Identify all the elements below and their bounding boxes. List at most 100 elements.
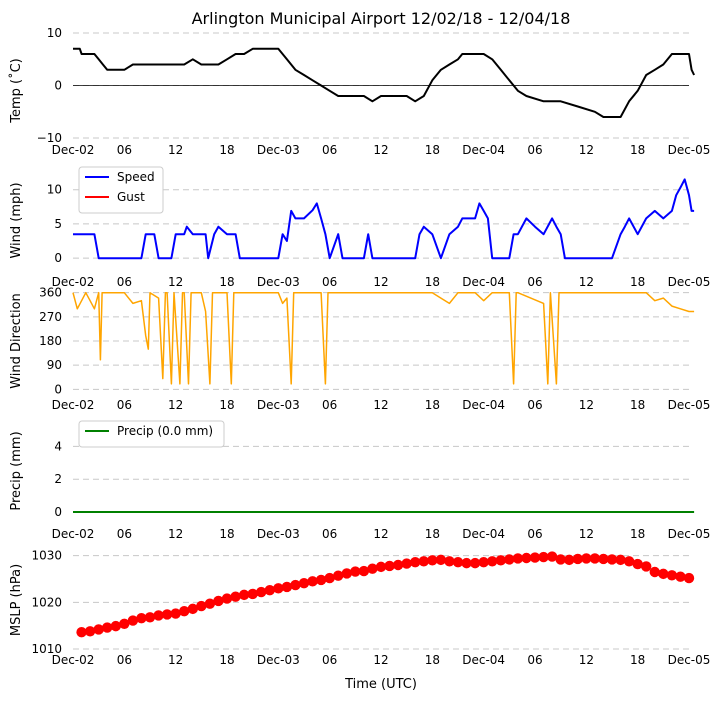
direction-ylabel: Wind Direction [9, 293, 24, 389]
direction-xtick-label: 12 [373, 398, 388, 412]
temp-xtick-label: 06 [527, 143, 542, 157]
precip-xtick-label: 06 [527, 527, 542, 541]
mslp-xtick-label: 18 [219, 653, 234, 667]
wind-xtick-label: Dec-04 [462, 275, 505, 289]
mslp-point [144, 612, 156, 623]
temp-xtick-label: Dec-03 [257, 143, 300, 157]
direction-ytick-label: 180 [39, 334, 62, 348]
mslp-point [658, 568, 669, 580]
mslp-point [264, 585, 275, 596]
mslp-point [461, 557, 472, 569]
mslp-point [153, 610, 164, 621]
mslp-xtick-label: Dec-03 [257, 653, 300, 667]
temp-xtick-label: 18 [219, 143, 234, 157]
mslp-point [589, 553, 601, 564]
mslp-point [666, 570, 678, 581]
mslp-point [675, 571, 686, 582]
direction-series-line [72, 291, 695, 385]
mslp-point [84, 626, 96, 637]
mslp-point [230, 591, 241, 602]
mslp-point [324, 572, 335, 584]
wind-series-line [73, 178, 695, 260]
precip-ytick-label: 0 [54, 505, 62, 519]
wind-ytick-label: 10 [47, 183, 62, 197]
temp-ytick-label: 0 [54, 79, 62, 93]
precip-xtick-label: Dec-03 [257, 527, 300, 541]
precip-xtick-label: Dec-04 [462, 527, 505, 541]
precip-xtick-label: Dec-02 [52, 527, 95, 541]
mslp-point [529, 552, 541, 563]
wind-xtick-label: 06 [527, 275, 542, 289]
mslp-point [161, 609, 173, 620]
precip-legend: Precip (0.0 mm) [78, 420, 225, 448]
mslp-xtick-label: 12 [579, 653, 594, 667]
panel-mslp: 1030 1020 1010 MSLP (hPa) Dec-02 06 12 18 Dec-03… [9, 549, 710, 667]
wind-xtick-label: Dec-02 [52, 275, 95, 289]
mslp-point [170, 608, 181, 619]
mslp-point [444, 556, 455, 567]
mslp-point [256, 586, 267, 598]
mslp-xtick-label: 12 [373, 653, 388, 667]
precip-ytick-label: 4 [54, 439, 62, 453]
x-axis-label: Time (UTC) [344, 677, 417, 692]
precip-xtick-label: 12 [579, 527, 594, 541]
wind-xtick-label: 12 [373, 275, 388, 289]
wind-xtick-label: 18 [219, 275, 234, 289]
temp-xtick-label: 12 [168, 143, 183, 157]
mslp-point [307, 576, 318, 587]
mslp-point [512, 553, 524, 564]
direction-ytick-label: 90 [47, 358, 62, 372]
temp-xtick-label: 06 [117, 143, 132, 157]
precip-xtick-label: 18 [425, 527, 440, 541]
temp-xtick-label: 12 [579, 143, 594, 157]
mslp-point [187, 603, 198, 615]
panel-direction: 360 270 180 90 0 Wind Direction Dec-02 06 12 18 De… [9, 286, 710, 412]
mslp-point [427, 555, 438, 566]
mslp-xtick-label: 06 [117, 653, 132, 667]
direction-xtick-label: 18 [425, 398, 440, 412]
mslp-xtick-label: Dec-05 [668, 653, 711, 667]
precip-xtick-label: 18 [219, 527, 234, 541]
mslp-point [555, 554, 566, 565]
direction-xtick-label: Dec-02 [52, 398, 95, 412]
mslp-point [478, 557, 489, 568]
mslp-point [521, 552, 532, 564]
direction-xtick-label: 12 [579, 398, 594, 412]
mslp-point [623, 556, 635, 567]
mslp-point [572, 553, 583, 565]
wind-xtick-label: 06 [117, 275, 132, 289]
direction-xtick-label: Dec-04 [462, 398, 505, 412]
direction-ytick-label: 0 [54, 382, 62, 396]
temp-ylabel: Temp (˚C) [8, 58, 24, 124]
wind-ylabel: Wind (mph) [9, 182, 24, 258]
precip-legend-frame [78, 420, 225, 448]
mslp-point [546, 551, 558, 562]
wind-xtick-label: 12 [579, 275, 594, 289]
precip-legend-entry: Precip (0.0 mm) [117, 424, 213, 438]
mslp-point [401, 558, 412, 569]
wind-ytick-label: 5 [54, 217, 62, 231]
precip-xtick-label: 18 [630, 527, 645, 541]
mslp-point [538, 551, 549, 563]
mslp-point [641, 561, 652, 572]
mslp-point [487, 556, 498, 567]
mslp-point [683, 572, 695, 584]
mslp-point [119, 618, 130, 629]
wind-legend-entry: Gust [117, 190, 145, 204]
mslp-point [102, 622, 113, 633]
mslp-xtick-label: 18 [630, 653, 645, 667]
precip-xtick-label: 12 [373, 527, 388, 541]
temp-xtick-label: Dec-04 [462, 143, 505, 157]
mslp-point [281, 581, 293, 593]
direction-xtick-label: Dec-03 [257, 398, 300, 412]
wind-legend: Speed Gust [78, 166, 164, 214]
mslp-point [247, 588, 258, 600]
precip-ylabel: Precip (mm) [9, 431, 24, 510]
mslp-point [469, 557, 481, 569]
panel-temp: 10 0 −10 Temp (˚C) Dec-02 06 12 18 Dec-03 06 12 18 D… [8, 26, 710, 157]
precip-xtick-label: Dec-05 [668, 527, 711, 541]
wind-xtick-label: Dec-05 [668, 275, 711, 289]
mslp-ylabel: MSLP (hPa) [9, 564, 24, 636]
mslp-point [632, 558, 643, 570]
